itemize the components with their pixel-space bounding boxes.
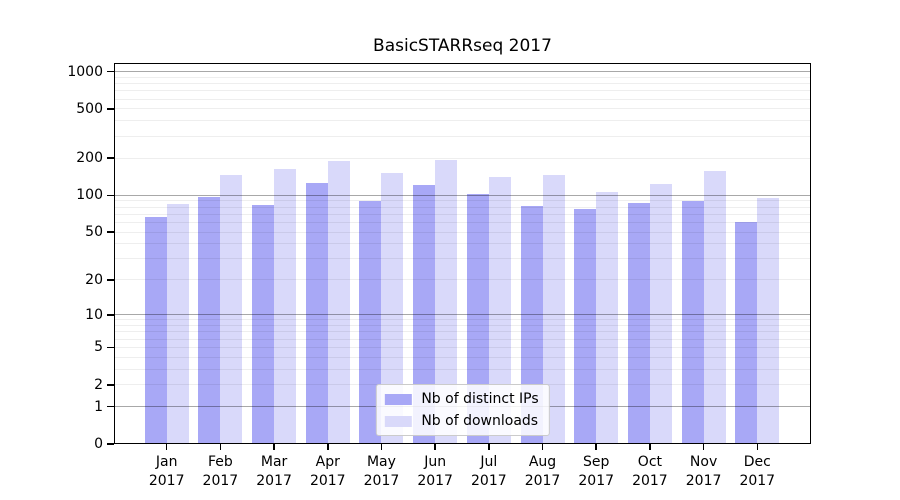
bar-distinct-ips xyxy=(735,221,758,444)
x-axis-tick xyxy=(702,444,705,450)
x-axis-month-label: Feb 2017 xyxy=(202,454,239,489)
legend-swatch-downloads xyxy=(384,415,412,427)
x-axis-month-label: Jul 2017 xyxy=(471,454,507,489)
y-axis-tick-label: 20 xyxy=(85,271,103,288)
legend-entry: Nb of distinct IPs xyxy=(384,391,539,407)
bar-downloads xyxy=(274,169,297,444)
y-axis-tick-label: 0 xyxy=(94,436,103,452)
x-axis-tick xyxy=(756,444,759,450)
bar-downloads xyxy=(220,175,243,444)
legend-entry: Nb of downloads xyxy=(384,413,538,429)
bar-downloads xyxy=(649,184,672,444)
bar-downloads xyxy=(166,203,189,444)
gridline-minor xyxy=(114,135,811,137)
x-axis-tick xyxy=(219,444,222,450)
bar-downloads xyxy=(542,174,565,444)
bar-distinct-ips xyxy=(681,200,704,444)
y-axis-tick-label: 500 xyxy=(76,100,103,117)
y-axis-tick xyxy=(107,231,114,233)
legend-label: Nb of distinct IPs xyxy=(421,391,539,407)
x-axis-month-label: May 2017 xyxy=(363,454,400,489)
bar-downloads xyxy=(327,160,350,444)
y-axis-tick xyxy=(107,314,114,316)
gridline-minor xyxy=(114,90,811,92)
plot-area: Nb of distinct IPs Nb of downloads xyxy=(114,63,811,444)
y-axis-tick-label: 50 xyxy=(85,224,103,241)
x-axis-month-label: Mar 2017 xyxy=(256,454,292,489)
x-axis-tick xyxy=(541,444,544,450)
y-axis-tick-label: 100 xyxy=(76,187,103,204)
x-axis-month-label: Dec 2017 xyxy=(739,454,776,489)
y-axis-tick-label: 10 xyxy=(85,306,103,323)
bar-distinct-ips xyxy=(466,193,489,444)
gridline-minor xyxy=(114,76,811,78)
y-axis-tick xyxy=(107,70,114,73)
x-axis-month-label: Jan 2017 xyxy=(148,454,185,489)
bar-distinct-ips xyxy=(627,203,650,444)
bar-distinct-ips xyxy=(198,196,221,444)
x-axis-month-label: Aug 2017 xyxy=(524,454,561,489)
x-axis-month-label: Nov 2017 xyxy=(685,454,722,489)
gridline-minor xyxy=(114,98,811,100)
bar-distinct-ips xyxy=(413,185,436,444)
gridline-minor xyxy=(114,120,811,122)
gridline-minor xyxy=(114,83,811,85)
x-axis-tick xyxy=(488,444,490,450)
y-axis-tick-label: 5 xyxy=(94,339,103,356)
gridline-major xyxy=(114,71,811,73)
x-axis-tick xyxy=(273,444,275,450)
y-axis-tick xyxy=(107,384,114,386)
bar-downloads xyxy=(435,159,458,444)
y-axis-tick-label: 1000 xyxy=(67,63,103,80)
y-axis-tick xyxy=(107,279,114,281)
x-axis-tick xyxy=(595,444,597,450)
x-axis-tick xyxy=(434,444,436,450)
bar-downloads xyxy=(703,170,726,444)
bar-downloads xyxy=(757,198,780,444)
y-axis-tick xyxy=(107,108,114,110)
bar-distinct-ips xyxy=(144,217,167,444)
legend-label: Nb of downloads xyxy=(421,413,539,429)
x-axis-month-label: Oct 2017 xyxy=(632,454,668,489)
legend-swatch-distinct-ips xyxy=(384,393,412,405)
y-axis-tick xyxy=(107,157,114,159)
bar-distinct-ips xyxy=(574,208,597,444)
bar-downloads xyxy=(488,176,511,444)
x-axis-tick xyxy=(327,444,329,450)
y-axis-tick-label: 200 xyxy=(76,150,103,167)
x-axis-month-label: Jun 2017 xyxy=(417,454,453,489)
y-axis-tick xyxy=(107,405,114,408)
bar-distinct-ips xyxy=(359,200,382,444)
x-axis-tick xyxy=(165,444,168,450)
y-axis-tick xyxy=(107,346,114,349)
bar-distinct-ips xyxy=(252,204,275,444)
x-axis-tick xyxy=(380,444,383,450)
bar-downloads xyxy=(596,191,619,444)
x-axis-tick xyxy=(649,444,651,450)
chart-title: BasicSTARRseq 2017 xyxy=(373,36,552,56)
y-axis-tick xyxy=(107,194,114,196)
legend: Nb of distinct IPs Nb of downloads xyxy=(375,384,550,436)
y-axis-tick-label: 1 xyxy=(94,398,103,415)
y-axis-tick xyxy=(107,443,114,445)
gridline-minor xyxy=(114,157,811,159)
bar-downloads xyxy=(381,172,404,444)
bar-distinct-ips xyxy=(305,183,328,444)
x-axis-month-label: Sep 2017 xyxy=(578,454,615,489)
x-axis-month-label: Apr 2017 xyxy=(309,454,346,489)
gridline-minor xyxy=(114,108,811,110)
y-axis-tick-label: 2 xyxy=(94,376,103,393)
